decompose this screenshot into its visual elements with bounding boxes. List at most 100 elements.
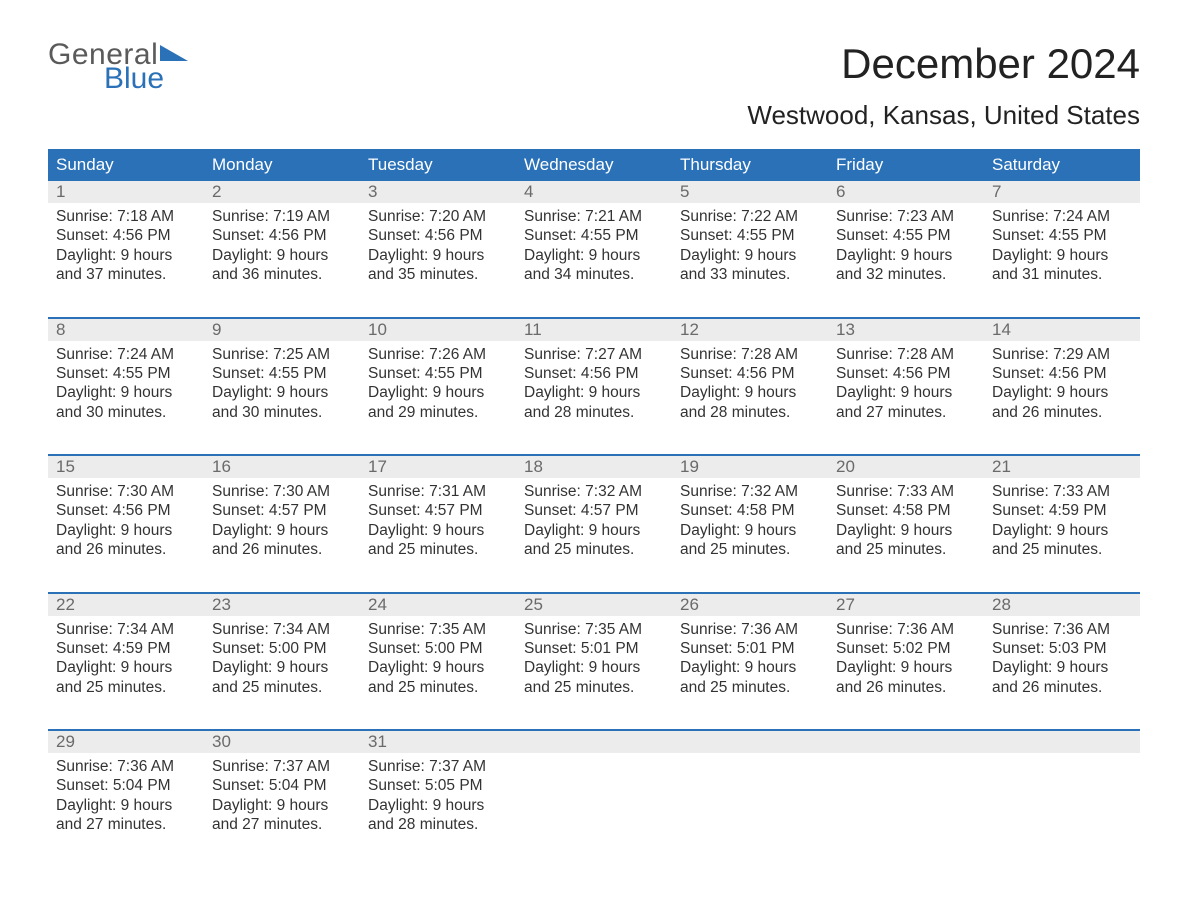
title-block: December 2024 Westwood, Kansas, United S… <box>747 40 1140 131</box>
daylight-text-1: Daylight: 9 hours <box>56 796 196 815</box>
calendar-week: 891011121314Sunrise: 7:24 AMSunset: 4:55… <box>48 317 1140 441</box>
day-cell <box>828 753 984 853</box>
daylight-text-2: and 25 minutes. <box>524 678 664 697</box>
day-cell: Sunrise: 7:29 AMSunset: 4:56 PMDaylight:… <box>984 341 1140 441</box>
day-number: 27 <box>828 594 984 616</box>
sunset-text: Sunset: 5:00 PM <box>212 639 352 658</box>
day-cell: Sunrise: 7:30 AMSunset: 4:57 PMDaylight:… <box>204 478 360 578</box>
daylight-text-2: and 28 minutes. <box>524 403 664 422</box>
sunrise-text: Sunrise: 7:20 AM <box>368 207 508 226</box>
sunrise-text: Sunrise: 7:24 AM <box>992 207 1132 226</box>
calendar-week: 15161718192021Sunrise: 7:30 AMSunset: 4:… <box>48 454 1140 578</box>
day-cell: Sunrise: 7:36 AMSunset: 5:02 PMDaylight:… <box>828 616 984 716</box>
day-number <box>672 731 828 753</box>
calendar-week: 1234567Sunrise: 7:18 AMSunset: 4:56 PMDa… <box>48 181 1140 303</box>
sunrise-text: Sunrise: 7:36 AM <box>680 620 820 639</box>
sunset-text: Sunset: 4:55 PM <box>836 226 976 245</box>
weekday-header: Sunday <box>48 149 204 181</box>
logo-text-blue: Blue <box>104 64 188 94</box>
day-number: 16 <box>204 456 360 478</box>
daylight-text-1: Daylight: 9 hours <box>992 521 1132 540</box>
day-cell: Sunrise: 7:23 AMSunset: 4:55 PMDaylight:… <box>828 203 984 303</box>
day-number <box>516 731 672 753</box>
daylight-text-1: Daylight: 9 hours <box>992 383 1132 402</box>
sunset-text: Sunset: 5:02 PM <box>836 639 976 658</box>
day-number: 9 <box>204 319 360 341</box>
daylight-text-1: Daylight: 9 hours <box>368 796 508 815</box>
sunset-text: Sunset: 4:56 PM <box>56 226 196 245</box>
daylight-text-1: Daylight: 9 hours <box>212 383 352 402</box>
day-cell: Sunrise: 7:24 AMSunset: 4:55 PMDaylight:… <box>48 341 204 441</box>
daylight-text-1: Daylight: 9 hours <box>836 383 976 402</box>
sunrise-text: Sunrise: 7:35 AM <box>368 620 508 639</box>
day-number: 3 <box>360 181 516 203</box>
day-cell: Sunrise: 7:28 AMSunset: 4:56 PMDaylight:… <box>672 341 828 441</box>
sunrise-text: Sunrise: 7:30 AM <box>56 482 196 501</box>
day-number: 17 <box>360 456 516 478</box>
day-number: 5 <box>672 181 828 203</box>
day-cell: Sunrise: 7:37 AMSunset: 5:05 PMDaylight:… <box>360 753 516 853</box>
daylight-text-1: Daylight: 9 hours <box>524 383 664 402</box>
sunset-text: Sunset: 4:58 PM <box>836 501 976 520</box>
sunrise-text: Sunrise: 7:18 AM <box>56 207 196 226</box>
daylight-text-2: and 25 minutes. <box>212 678 352 697</box>
daylight-text-2: and 29 minutes. <box>368 403 508 422</box>
daylight-text-1: Daylight: 9 hours <box>56 383 196 402</box>
daylight-text-1: Daylight: 9 hours <box>992 658 1132 677</box>
header: General Blue December 2024 Westwood, Kan… <box>48 40 1140 131</box>
day-number: 6 <box>828 181 984 203</box>
day-number <box>984 731 1140 753</box>
daylight-text-2: and 35 minutes. <box>368 265 508 284</box>
flag-icon <box>160 45 188 65</box>
daylight-text-1: Daylight: 9 hours <box>524 246 664 265</box>
day-cell: Sunrise: 7:37 AMSunset: 5:04 PMDaylight:… <box>204 753 360 853</box>
sunrise-text: Sunrise: 7:33 AM <box>992 482 1132 501</box>
sunset-text: Sunset: 4:56 PM <box>680 364 820 383</box>
daylight-text-1: Daylight: 9 hours <box>368 246 508 265</box>
day-cell: Sunrise: 7:32 AMSunset: 4:58 PMDaylight:… <box>672 478 828 578</box>
sunrise-text: Sunrise: 7:25 AM <box>212 345 352 364</box>
daylight-text-1: Daylight: 9 hours <box>992 246 1132 265</box>
sunrise-text: Sunrise: 7:21 AM <box>524 207 664 226</box>
sunrise-text: Sunrise: 7:22 AM <box>680 207 820 226</box>
day-number: 18 <box>516 456 672 478</box>
sunrise-text: Sunrise: 7:32 AM <box>524 482 664 501</box>
daylight-text-2: and 31 minutes. <box>992 265 1132 284</box>
daylight-text-1: Daylight: 9 hours <box>524 521 664 540</box>
day-cell: Sunrise: 7:24 AMSunset: 4:55 PMDaylight:… <box>984 203 1140 303</box>
sunset-text: Sunset: 5:04 PM <box>56 776 196 795</box>
weekday-header-row: SundayMondayTuesdayWednesdayThursdayFrid… <box>48 149 1140 181</box>
daylight-text-1: Daylight: 9 hours <box>836 521 976 540</box>
sunrise-text: Sunrise: 7:28 AM <box>680 345 820 364</box>
weekday-header: Tuesday <box>360 149 516 181</box>
sunset-text: Sunset: 4:55 PM <box>524 226 664 245</box>
day-cell: Sunrise: 7:18 AMSunset: 4:56 PMDaylight:… <box>48 203 204 303</box>
day-cell: Sunrise: 7:31 AMSunset: 4:57 PMDaylight:… <box>360 478 516 578</box>
sunrise-text: Sunrise: 7:19 AM <box>212 207 352 226</box>
daynum-row: 293031 <box>48 731 1140 753</box>
sunset-text: Sunset: 4:56 PM <box>212 226 352 245</box>
sunset-text: Sunset: 4:56 PM <box>368 226 508 245</box>
daylight-text-2: and 32 minutes. <box>836 265 976 284</box>
day-cell: Sunrise: 7:36 AMSunset: 5:03 PMDaylight:… <box>984 616 1140 716</box>
sunset-text: Sunset: 5:05 PM <box>368 776 508 795</box>
sunrise-text: Sunrise: 7:34 AM <box>56 620 196 639</box>
sunset-text: Sunset: 4:55 PM <box>368 364 508 383</box>
day-number: 26 <box>672 594 828 616</box>
day-number: 20 <box>828 456 984 478</box>
sunrise-text: Sunrise: 7:35 AM <box>524 620 664 639</box>
day-number: 14 <box>984 319 1140 341</box>
daylight-text-2: and 28 minutes. <box>368 815 508 834</box>
day-cell: Sunrise: 7:32 AMSunset: 4:57 PMDaylight:… <box>516 478 672 578</box>
daylight-text-1: Daylight: 9 hours <box>680 246 820 265</box>
daylight-text-2: and 25 minutes. <box>680 678 820 697</box>
day-number <box>828 731 984 753</box>
day-number: 1 <box>48 181 204 203</box>
weekday-header: Monday <box>204 149 360 181</box>
daynum-row: 15161718192021 <box>48 456 1140 478</box>
daylight-text-1: Daylight: 9 hours <box>212 658 352 677</box>
day-cell: Sunrise: 7:22 AMSunset: 4:55 PMDaylight:… <box>672 203 828 303</box>
day-cell: Sunrise: 7:36 AMSunset: 5:04 PMDaylight:… <box>48 753 204 853</box>
day-number: 4 <box>516 181 672 203</box>
day-cell: Sunrise: 7:26 AMSunset: 4:55 PMDaylight:… <box>360 341 516 441</box>
